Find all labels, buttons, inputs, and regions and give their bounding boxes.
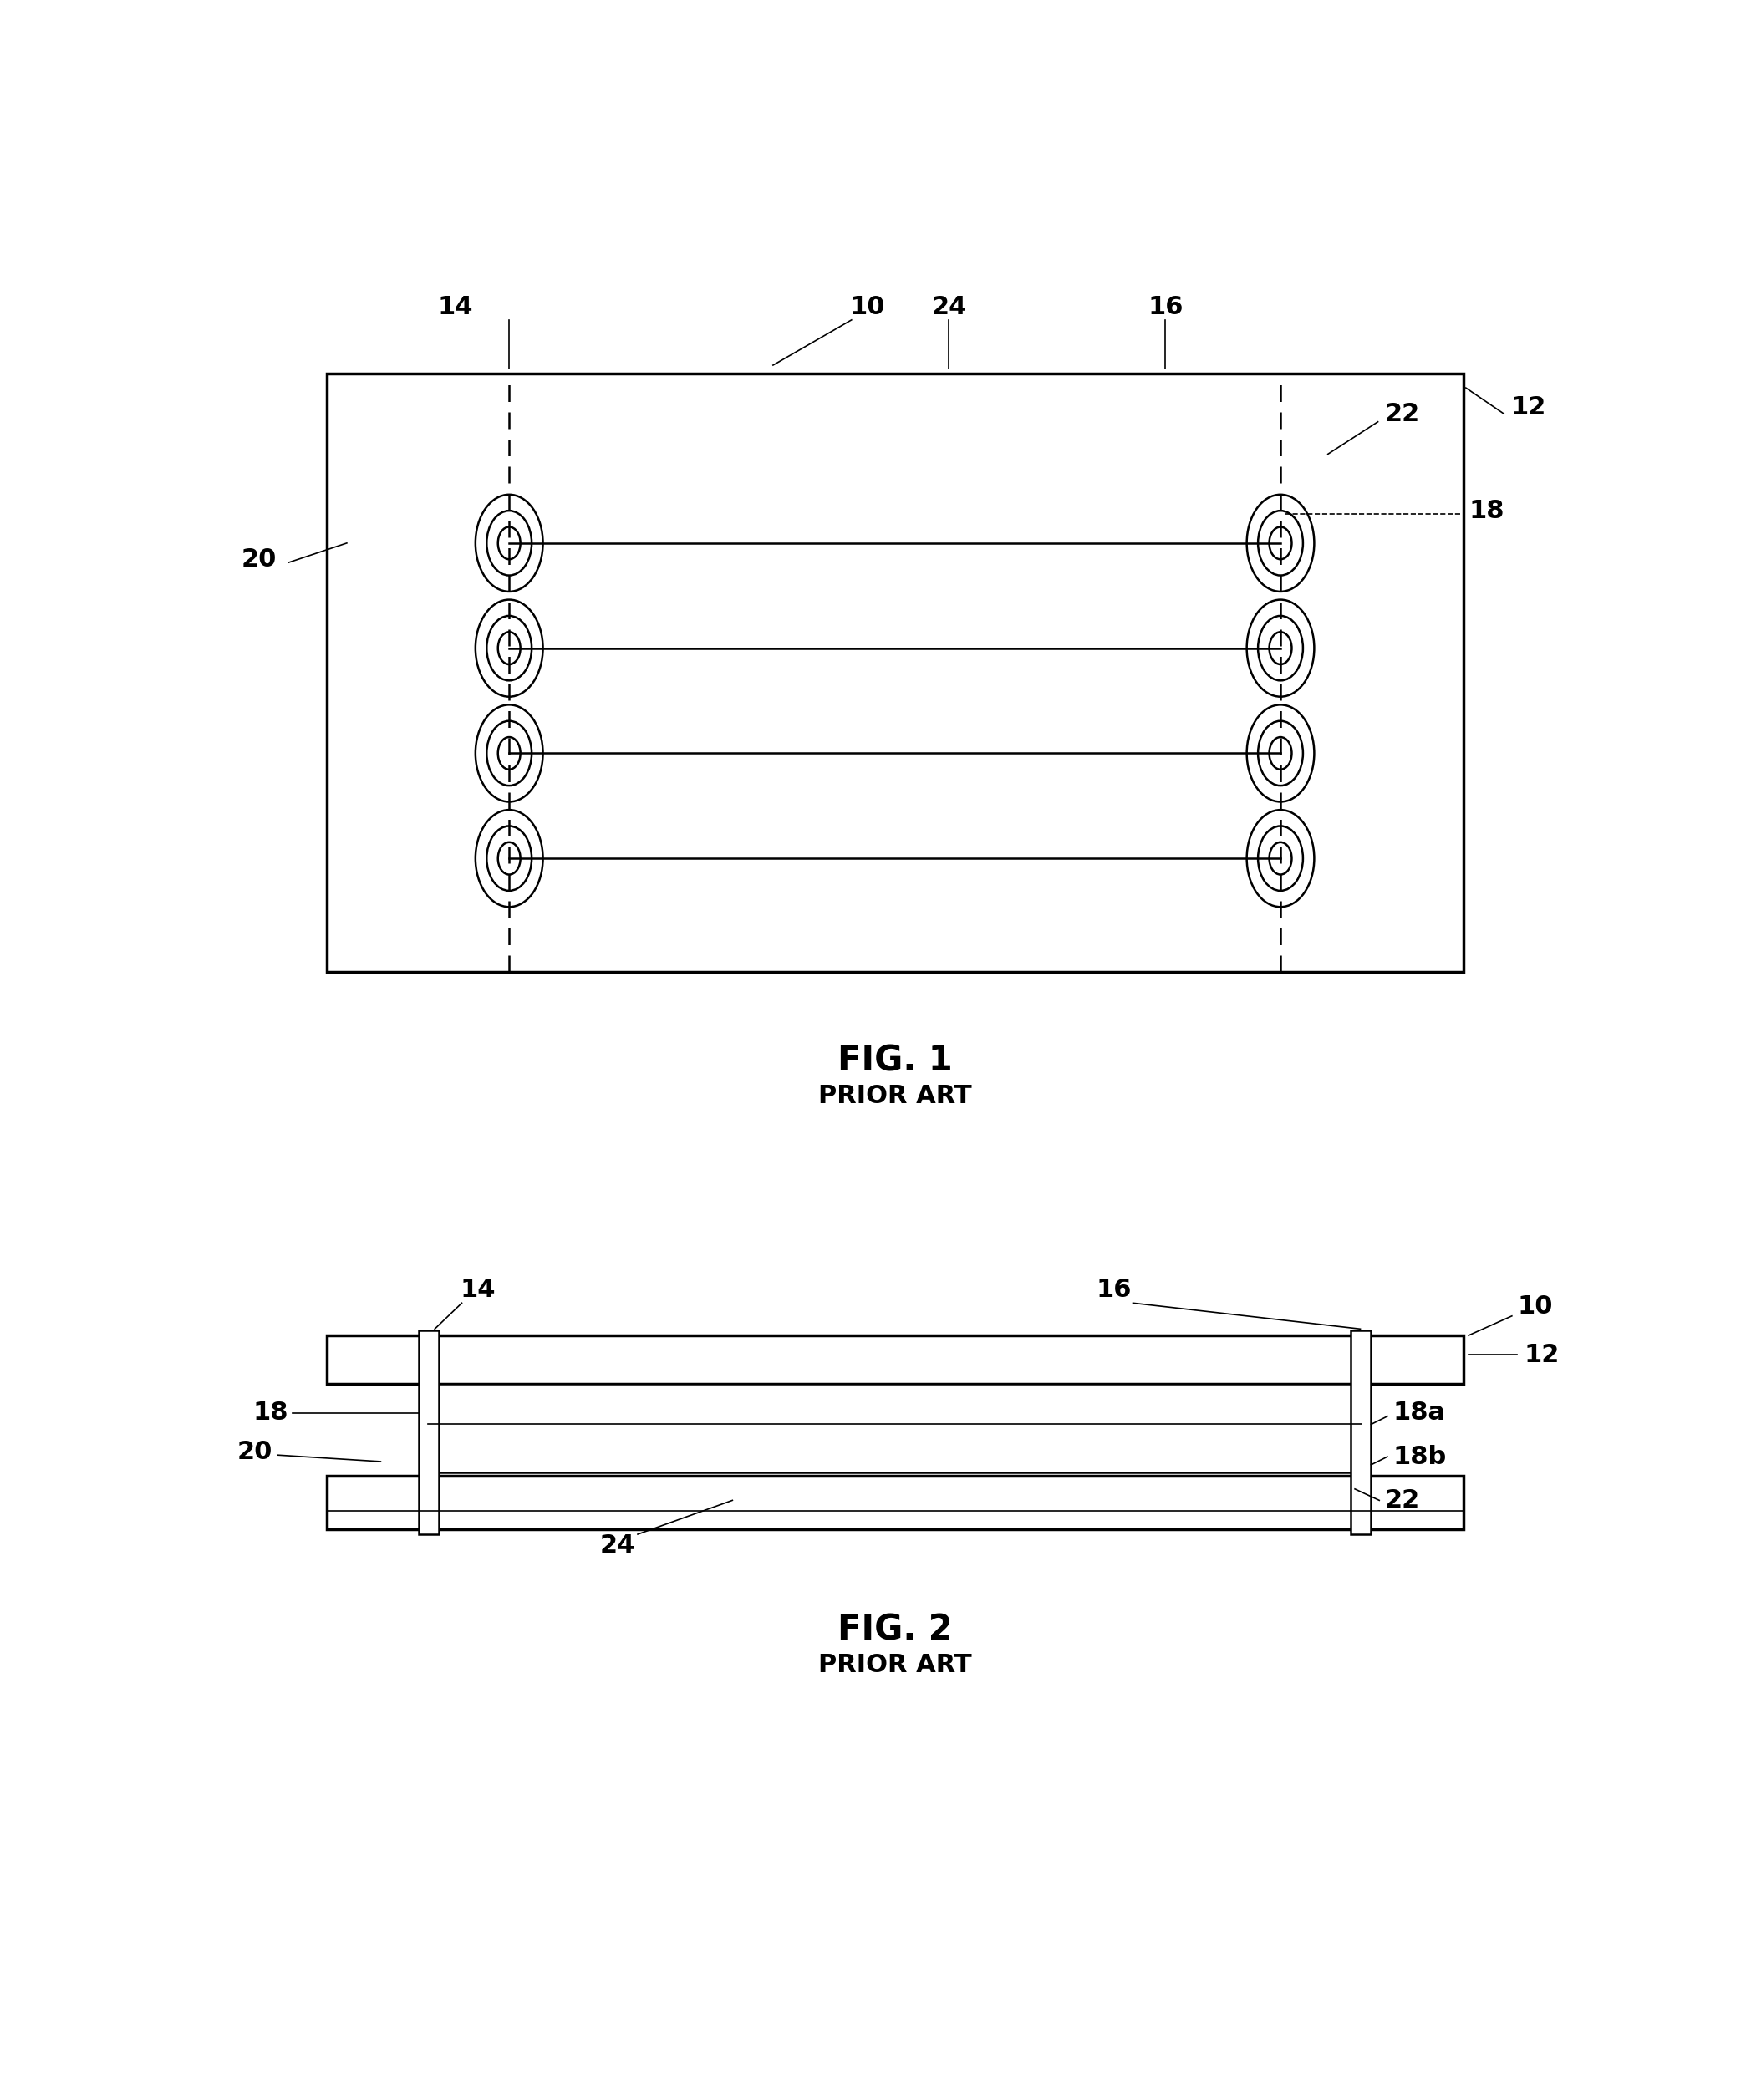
Bar xyxy=(1351,1331,1371,1535)
Text: 20: 20 xyxy=(237,1441,272,1464)
Text: 20: 20 xyxy=(241,548,276,571)
Bar xyxy=(428,1384,1362,1472)
Text: 16: 16 xyxy=(1096,1279,1131,1302)
Text: 16: 16 xyxy=(1147,294,1184,319)
Text: 24: 24 xyxy=(931,294,967,319)
Text: PRIOR ART: PRIOR ART xyxy=(819,1084,971,1109)
Bar xyxy=(327,374,1463,972)
Text: 22: 22 xyxy=(1385,1489,1419,1512)
Text: 18b: 18b xyxy=(1393,1445,1446,1468)
Bar xyxy=(327,1336,1463,1384)
Text: FIG. 2: FIG. 2 xyxy=(838,1613,952,1646)
Text: 24: 24 xyxy=(599,1533,636,1558)
Text: 18: 18 xyxy=(1468,498,1503,523)
Text: 14: 14 xyxy=(436,294,473,319)
Bar xyxy=(419,1331,438,1535)
Bar xyxy=(327,1476,1463,1529)
Text: 12: 12 xyxy=(1510,395,1545,420)
Text: FIG. 1: FIG. 1 xyxy=(838,1044,952,1077)
Text: PRIOR ART: PRIOR ART xyxy=(819,1653,971,1678)
Text: 22: 22 xyxy=(1385,401,1419,426)
Text: 10: 10 xyxy=(850,294,885,319)
Text: 12: 12 xyxy=(1524,1342,1559,1367)
Text: 10: 10 xyxy=(1517,1294,1552,1319)
Text: 18: 18 xyxy=(253,1401,288,1426)
Text: 14: 14 xyxy=(461,1279,496,1302)
Text: 18a: 18a xyxy=(1393,1401,1446,1426)
